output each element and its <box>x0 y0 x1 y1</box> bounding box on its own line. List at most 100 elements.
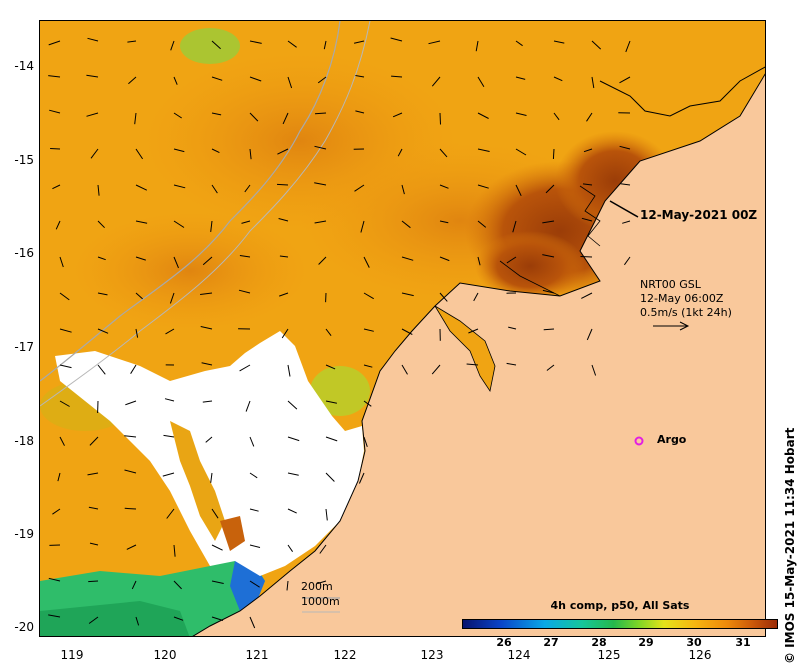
current-vector <box>86 74 99 78</box>
current-vector <box>553 76 563 82</box>
copyright-symbol: © <box>783 652 797 664</box>
current-vector <box>211 184 218 194</box>
current-vector <box>428 40 441 45</box>
colorbar-tick: 26 <box>496 636 512 649</box>
current-vector <box>239 364 251 372</box>
colorbar-tick: 29 <box>638 636 654 649</box>
current-vector <box>135 148 144 160</box>
depth-label-1000m: 1000m <box>301 595 340 608</box>
current-vector <box>515 112 527 116</box>
current-vector <box>200 326 213 330</box>
current-vector <box>591 40 602 50</box>
current-vector <box>173 616 184 621</box>
current-vector <box>363 400 372 407</box>
current-vector <box>317 76 327 84</box>
current-vector <box>325 364 336 370</box>
current-vector <box>466 363 479 366</box>
current-vector <box>49 109 61 114</box>
current-vector <box>553 40 565 44</box>
current-vector <box>325 508 328 521</box>
current-vector <box>439 292 448 302</box>
lat-label: -18 <box>14 434 34 448</box>
current-vector <box>619 145 631 150</box>
current-vector <box>580 256 593 258</box>
current-vector <box>390 37 403 42</box>
colorbar-tick: 30 <box>686 636 702 649</box>
current-vector <box>211 112 222 116</box>
lon-label: 122 <box>333 648 357 662</box>
credit-text: IMOS 15-May-2021 11:34 Hobart <box>783 427 797 648</box>
current-vector <box>86 112 99 117</box>
current-vector <box>97 364 106 375</box>
current-vector <box>542 289 555 294</box>
current-vector <box>363 256 370 268</box>
current-vector <box>625 40 631 53</box>
current-vector <box>241 220 251 224</box>
current-vector <box>325 328 332 337</box>
current-vector <box>439 184 449 189</box>
current-vector <box>211 616 224 621</box>
colorbar-tick: 27 <box>543 636 559 649</box>
current-vector <box>249 40 262 44</box>
current-vector <box>355 110 365 114</box>
current-vector <box>319 544 327 554</box>
current-vector <box>50 148 61 150</box>
current-vector <box>506 256 517 264</box>
lat-label: -16 <box>14 246 34 260</box>
current-vector <box>249 616 256 629</box>
current-vector <box>249 148 252 160</box>
current-vector <box>439 256 450 262</box>
current-vector <box>52 184 61 190</box>
current-vector <box>135 256 146 261</box>
current-vector <box>477 76 485 88</box>
current-vector <box>52 508 61 515</box>
current-vector <box>287 364 291 377</box>
current-vector <box>59 364 72 369</box>
current-vector <box>97 184 100 196</box>
current-vector <box>287 76 293 89</box>
current-vector <box>553 112 560 121</box>
current-vector <box>477 256 481 266</box>
current-vector <box>124 507 137 510</box>
lat-label: -14 <box>14 59 34 73</box>
current-vector <box>591 76 595 89</box>
current-vector <box>211 544 223 551</box>
current-vector <box>286 580 289 591</box>
current-vector <box>211 40 221 50</box>
lon-label: 124 <box>507 648 531 662</box>
current-vector <box>314 112 327 115</box>
current-vector <box>619 76 631 84</box>
lon-label: 125 <box>597 648 621 662</box>
vector-legend-line2: 12-May 06:00Z <box>640 292 724 305</box>
current-vector <box>48 614 61 618</box>
current-vector <box>211 580 224 584</box>
current-vector <box>591 364 597 376</box>
current-vector <box>97 256 106 261</box>
current-vector <box>477 148 490 152</box>
current-vector <box>238 289 251 294</box>
current-vector <box>135 220 148 224</box>
current-vector <box>475 40 479 52</box>
current-vector <box>582 183 593 186</box>
colorbar <box>462 619 778 629</box>
lon-label: 121 <box>245 648 269 662</box>
current-vector <box>353 40 365 44</box>
current-vector <box>48 577 61 582</box>
current-vector <box>545 184 555 194</box>
current-vector <box>546 364 555 371</box>
current-vector <box>211 508 219 519</box>
current-vector <box>401 256 414 261</box>
vector-legend-line3: 0.5m/s (1kt 24h) <box>640 306 732 319</box>
current-vector <box>135 184 148 191</box>
current-vector <box>581 292 593 299</box>
current-vector <box>130 364 137 374</box>
current-vector <box>48 40 61 46</box>
current-vector <box>314 220 327 224</box>
depth-label-200m: 200m <box>301 580 333 593</box>
current-vector <box>249 472 258 479</box>
current-vector <box>354 184 365 192</box>
current-vector <box>325 472 335 482</box>
current-vector <box>244 184 251 193</box>
current-vector <box>165 328 175 335</box>
current-vector <box>542 220 555 224</box>
